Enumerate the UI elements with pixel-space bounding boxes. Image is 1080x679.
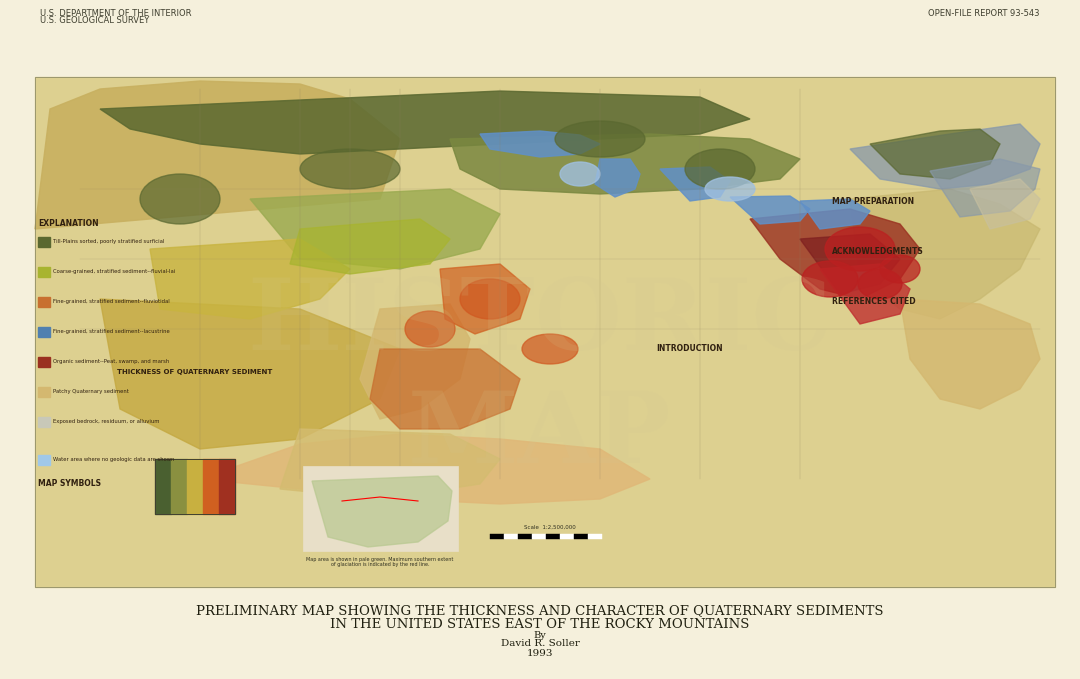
Text: HISTORIC
MAP: HISTORIC MAP [248,274,832,483]
Ellipse shape [858,269,902,299]
Text: By: By [534,631,546,640]
Polygon shape [291,219,450,274]
Polygon shape [970,179,1040,229]
Polygon shape [312,476,453,547]
Bar [35,77,1055,587]
Text: MAP SYMBOLS: MAP SYMBOLS [38,479,102,488]
Text: OPEN-FILE REPORT 93-543: OPEN-FILE REPORT 93-543 [929,9,1040,18]
Polygon shape [850,124,1040,189]
Polygon shape [930,159,1040,217]
Bar [518,534,532,539]
Text: U.S. DEPARTMENT OF THE INTERIOR: U.S. DEPARTMENT OF THE INTERIOR [40,9,191,18]
Bar [187,459,203,514]
Bar [203,459,219,514]
Ellipse shape [522,334,578,364]
Bar [156,459,235,514]
Bar [38,297,50,307]
Bar [38,357,50,367]
Bar [38,327,50,337]
Ellipse shape [300,149,400,189]
Ellipse shape [880,255,920,283]
Bar [171,459,187,514]
Text: INTRODUCTION: INTRODUCTION [657,344,724,353]
Ellipse shape [825,227,895,271]
Bar [38,387,50,397]
Text: 1993: 1993 [527,650,553,659]
Polygon shape [360,304,470,419]
Bar [156,459,171,514]
Polygon shape [280,429,500,499]
Polygon shape [730,196,810,224]
Polygon shape [480,131,600,157]
Polygon shape [800,234,900,294]
Bar [561,534,573,539]
Polygon shape [820,264,910,324]
Polygon shape [660,167,730,201]
Bar [573,534,588,539]
Text: Scale  1:2,500,000: Scale 1:2,500,000 [524,524,576,530]
Text: Fine-grained, stratified sediment--lacustrine: Fine-grained, stratified sediment--lacus… [53,329,170,334]
Text: Fine-grained, stratified sediment--fluviotidal: Fine-grained, stratified sediment--fluvi… [53,299,170,304]
Bar [490,534,504,539]
Bar [38,237,50,247]
Text: PRELIMINARY MAP SHOWING THE THICKNESS AND CHARACTER OF QUATERNARY SEDIMENTS: PRELIMINARY MAP SHOWING THE THICKNESS AN… [197,604,883,617]
Text: Organic sediment--Peat, swamp, and marsh: Organic sediment--Peat, swamp, and marsh [53,359,170,364]
Text: ACKNOWLEDGMENTS: ACKNOWLEDGMENTS [832,247,923,256]
Polygon shape [370,349,519,429]
Polygon shape [249,189,500,269]
Text: REFERENCES CITED: REFERENCES CITED [832,297,916,306]
Bar [35,77,1055,587]
Bar [219,459,235,514]
Polygon shape [450,134,800,194]
Ellipse shape [405,311,455,347]
Bar [38,417,50,427]
Ellipse shape [140,174,220,224]
Polygon shape [800,199,870,229]
Polygon shape [440,264,530,334]
Text: David R. Soller: David R. Soller [500,640,580,648]
Bar [303,466,458,551]
Bar [504,534,518,539]
Polygon shape [750,209,920,299]
Bar [588,534,602,539]
Bar [38,455,50,465]
Text: Coarse-grained, stratified sediment--fluvial-lai: Coarse-grained, stratified sediment--flu… [53,269,175,274]
Polygon shape [100,91,750,154]
Polygon shape [35,81,400,229]
Bar [532,534,546,539]
Ellipse shape [685,149,755,189]
Text: Exposed bedrock, residuum, or alluvium: Exposed bedrock, residuum, or alluvium [53,419,160,424]
Text: IN THE UNITED STATES EAST OF THE ROCKY MOUNTAINS: IN THE UNITED STATES EAST OF THE ROCKY M… [330,617,750,631]
Polygon shape [850,189,1040,319]
Polygon shape [200,434,650,504]
Ellipse shape [561,162,600,186]
Bar [546,534,561,539]
Polygon shape [595,159,640,197]
Ellipse shape [555,121,645,157]
Polygon shape [100,299,400,449]
Text: Patchy Quaternary sediment: Patchy Quaternary sediment [53,389,129,394]
Text: EXPLANATION: EXPLANATION [38,219,98,228]
Text: U.S. GEOLOGICAL SURVEY: U.S. GEOLOGICAL SURVEY [40,16,149,25]
Polygon shape [150,239,350,319]
Polygon shape [870,129,1000,179]
Text: MAP PREPARATION: MAP PREPARATION [832,197,914,206]
Text: Till-Plains sorted, poorly stratified surficial: Till-Plains sorted, poorly stratified su… [53,239,166,244]
Ellipse shape [460,279,519,319]
Ellipse shape [802,261,858,297]
Text: THICKNESS OF QUATERNARY SEDIMENT: THICKNESS OF QUATERNARY SEDIMENT [118,369,272,375]
Text: Map area is shown in pale green. Maximum southern extent: Map area is shown in pale green. Maximum… [307,557,454,562]
Ellipse shape [705,177,755,201]
Bar [38,267,50,277]
Text: Water area where no geologic data are shown: Water area where no geologic data are sh… [53,457,174,462]
Polygon shape [900,299,1040,409]
Text: of glaciation is indicated by the red line.: of glaciation is indicated by the red li… [330,562,429,567]
